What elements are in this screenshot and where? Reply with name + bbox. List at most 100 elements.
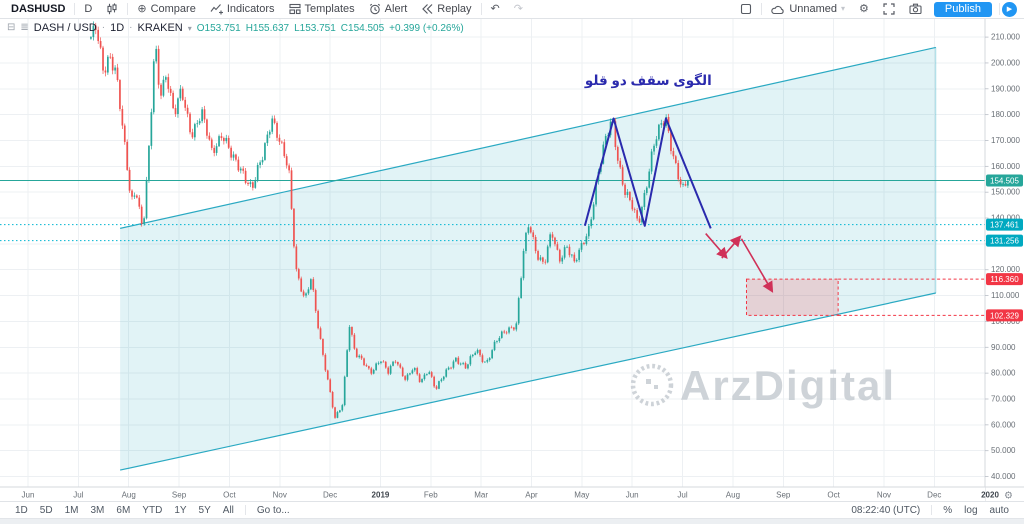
price-badge: 154.505 [990,177,1019,186]
svg-text:Oct: Oct [223,491,236,500]
toolbar-right-group: Unnamed ▾ ⚙ Publish ▶ [733,0,1020,18]
svg-text:Jul: Jul [677,491,687,500]
top-toolbar: DASHUSD D ⊕ Compare Indicators [0,0,1024,19]
divider [127,3,129,15]
divider [480,3,482,15]
divider [244,505,246,515]
legend-low: L153.751 [294,22,336,34]
svg-text:40.000: 40.000 [991,472,1016,481]
layout-button[interactable] [733,0,759,18]
divider [74,3,76,15]
svg-text:140.000: 140.000 [991,214,1020,223]
svg-text:100.000: 100.000 [991,317,1020,326]
range-ytd[interactable]: YTD [137,505,167,516]
templates-icon [288,3,301,15]
target-zone-drawing[interactable] [745,278,985,316]
range-5d[interactable]: 5D [35,505,58,516]
redo-button[interactable]: ↷ [507,0,530,18]
settings-button[interactable]: ⚙ [852,0,876,18]
cloud-icon [771,5,784,14]
publish-button[interactable]: Publish [933,1,992,17]
alert-label: Alert [384,3,408,15]
compare-button[interactable]: ⊕ Compare [130,0,202,18]
trend-arrows[interactable] [705,233,774,293]
pattern-label[interactable]: الگوی سقف دو قلو [584,72,712,88]
legend-exchange: KRAKEN [137,22,183,34]
goto-button[interactable]: Go to... [252,505,295,516]
fullscreen-button[interactable] [876,0,902,18]
bottom-toolbar: 1D 5D 1M 3M 6M YTD 1Y 5Y All Go to... 08… [0,501,1024,524]
collapse-icon[interactable]: ⊟ [7,22,16,33]
svg-text:Jun: Jun [22,491,35,500]
fullscreen-icon [883,3,895,15]
log-scale-button[interactable]: log [959,505,982,516]
svg-text:90.000: 90.000 [991,343,1016,352]
svg-text:Oct: Oct [827,491,840,500]
divider [761,3,763,15]
publish-idea-button[interactable]: ▶ [1002,1,1017,17]
range-1m[interactable]: 1M [60,505,84,516]
chevron-down-icon: ▾ [841,4,846,13]
alert-button[interactable]: Alert [362,0,415,18]
replay-icon [422,4,433,14]
auto-scale-button[interactable]: auto [985,505,1014,516]
templates-button[interactable]: Templates [282,0,362,18]
range-3m[interactable]: 3M [86,505,110,516]
svg-text:170.000: 170.000 [991,136,1020,145]
chevron-down-icon[interactable]: ▾ [187,23,192,33]
snapshot-button[interactable] [902,0,929,18]
watermark: ArzDigital [630,362,896,409]
range-6m[interactable]: 6M [111,505,135,516]
svg-text:2020: 2020 [981,491,999,500]
symbol-button[interactable]: DASHUSD [4,0,72,18]
play-icon: ▶ [1006,6,1013,13]
legend-change: +0.399 (+0.26%) [389,22,464,34]
svg-text:May: May [574,491,589,500]
chart-style-button[interactable] [99,0,125,18]
svg-text:60.000: 60.000 [991,420,1016,429]
price-chart-canvas[interactable]: ArzDigital الگوی سقف دو قلو 210.000 200.000… [0,19,1024,501]
alert-lines[interactable] [0,224,985,242]
layout-name-label: Unnamed [789,3,838,15]
undo-icon: ↶ [490,2,500,15]
svg-text:50.000: 50.000 [991,446,1016,455]
price-badge: 102.329 [990,311,1019,320]
range-1y[interactable]: 1Y [169,505,191,516]
chart-legend[interactable]: ⊟ ≣ DASH / USD · 1D · KRAKEN ▾ O153.751 … [7,22,464,34]
time-axis[interactable]: Jun Jul Aug Sep Oct Nov Dec 2019 Feb Mar Apr May Jun… [0,486,1024,501]
undo-button[interactable]: ↶ [484,0,507,18]
clock-utc-button[interactable]: 08:22:40 (UTC) [846,505,925,516]
svg-text:Jun: Jun [626,491,639,500]
channel-drawing[interactable] [120,46,937,471]
interval-button[interactable]: D [77,0,99,18]
svg-text:Dec: Dec [323,491,337,500]
price-badge: 116.360 [990,275,1019,284]
cloud-save-button[interactable]: Unnamed ▾ [764,0,852,18]
replay-button[interactable]: Replay [414,0,478,18]
svg-text:110.000: 110.000 [991,291,1020,300]
divider [999,3,1000,15]
templates-label: Templates [304,3,355,15]
candles [90,21,689,419]
svg-text:Apr: Apr [525,491,538,500]
axis-gear-icon[interactable]: ⚙ [1004,491,1013,502]
svg-text:2019: 2019 [372,491,390,500]
legend-menu-icon[interactable]: ≣ [20,22,29,33]
watermark-text: ArzDigital [680,362,896,409]
percent-scale-button[interactable]: % [938,505,957,516]
double-top-drawing[interactable] [583,117,712,229]
legend-close: C154.505 [340,22,385,34]
range-1d[interactable]: 1D [10,505,33,516]
price-axis[interactable]: 210.000 200.000 190.000 180.000 170.000 160.0… [984,19,1024,501]
compare-plus-icon: ⊕ [137,2,147,15]
legend-high: H155.637 [245,22,290,34]
range-all[interactable]: All [218,505,239,516]
range-5y[interactable]: 5Y [194,505,216,516]
chart-area: ArzDigital الگوی سقف دو قلو 210.000 200.000… [0,19,1024,501]
redo-icon: ↷ [513,2,523,15]
indicators-button[interactable]: Indicators [203,0,282,18]
separator-dot: · [101,22,106,33]
separator-dot: · [129,22,133,33]
svg-text:Feb: Feb [424,491,438,500]
